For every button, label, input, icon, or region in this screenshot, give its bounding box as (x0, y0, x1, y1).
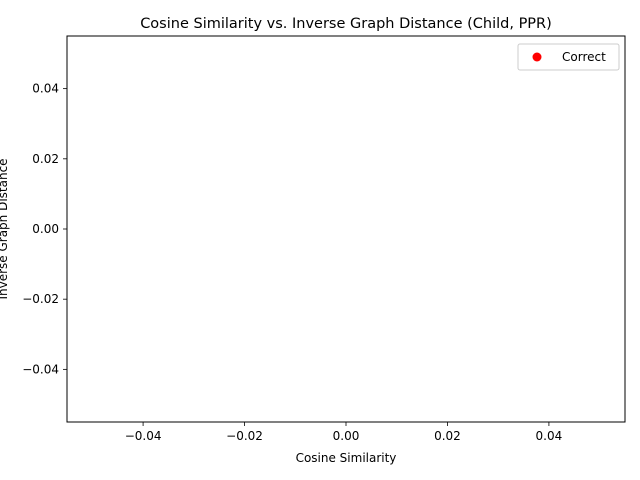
plot-area (66, 35, 626, 423)
legend: Correct (517, 43, 620, 71)
y-tick-label: −0.02 (22, 292, 59, 306)
y-tick-label: 0.00 (32, 222, 59, 236)
chart-title: Cosine Similarity vs. Inverse Graph Dist… (140, 16, 552, 32)
legend-label-correct: Correct (562, 50, 606, 64)
x-tick-label: 0.04 (536, 429, 563, 443)
y-tick-label: −0.04 (22, 362, 59, 376)
x-tick-label: 0.02 (434, 429, 461, 443)
legend-box (517, 43, 620, 71)
y-tick-label: 0.02 (32, 152, 59, 166)
y-axis-ticks: −0.04 −0.02 0.00 0.02 0.04 (22, 82, 67, 376)
x-tick-label: 0.00 (333, 429, 360, 443)
y-tick-label: 0.04 (32, 82, 59, 96)
x-tick-label: −0.02 (226, 429, 263, 443)
y-axis-label: Inverse Graph Distance (0, 158, 10, 299)
x-axis-ticks: −0.04 −0.02 0.00 0.02 0.04 (125, 422, 563, 443)
x-axis-label: Cosine Similarity (296, 451, 397, 465)
legend-marker-correct (532, 52, 542, 62)
x-tick-label: −0.04 (125, 429, 162, 443)
